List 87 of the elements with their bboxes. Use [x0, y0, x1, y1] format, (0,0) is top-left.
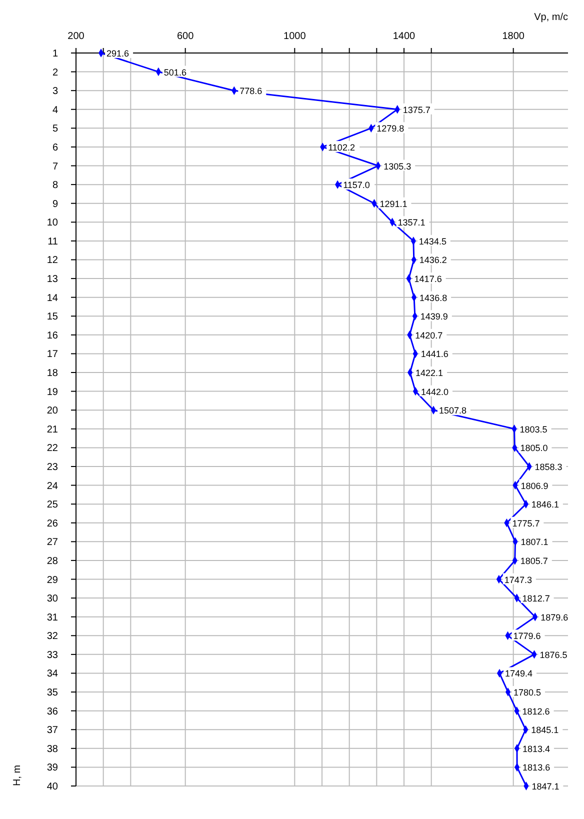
y-tick-label: 6	[52, 142, 58, 154]
data-label: 1375.7	[402, 104, 430, 115]
data-label: 1805.0	[520, 443, 548, 454]
data-label: 1805.7	[520, 556, 548, 566]
data-label: 778.6	[240, 86, 262, 96]
data-label: 1507.8	[438, 406, 466, 416]
y-tick-label: 28	[46, 556, 58, 567]
data-label: 1279.8	[376, 124, 404, 134]
x-tick-label: 200	[68, 31, 85, 42]
data-label: 1102.2	[328, 142, 355, 152]
x-tick-label: 1000	[284, 31, 306, 42]
y-tick-label: 35	[46, 688, 58, 699]
y-tick-label: 39	[46, 762, 58, 774]
y-tick-label: 24	[46, 480, 58, 492]
y-tick-label: 21	[46, 424, 58, 436]
data-label: 1845.1	[531, 725, 559, 736]
x-tick-label: 1400	[392, 31, 416, 42]
y-tick-label: 5	[52, 124, 58, 135]
data-label: 1357.1	[398, 218, 426, 228]
y-tick-label: 38	[46, 744, 58, 755]
y-tick-label: 27	[46, 537, 58, 548]
y-tick-label: 30	[46, 594, 58, 605]
data-label: 1417.6	[414, 274, 442, 284]
data-label: 501.6	[164, 67, 186, 78]
data-label: 1779.6	[513, 631, 541, 642]
data-label: 1847.1	[532, 782, 560, 792]
y-tick-label: 12	[46, 255, 58, 266]
y-tick-label: 19	[46, 386, 58, 398]
data-label: 1813.4	[522, 744, 550, 754]
y-tick-label: 7	[52, 161, 58, 172]
y-tick-label: 25	[46, 500, 58, 511]
y-tick-label: 40	[46, 782, 58, 792]
y-tick-label: 17	[46, 349, 58, 360]
data-label: 1157.0	[343, 180, 370, 190]
y-tick-label: 18	[46, 368, 58, 380]
y-tick-label: 37	[46, 725, 58, 736]
x-tick-label: 1800	[502, 31, 525, 42]
y-tick-label: 36	[46, 706, 58, 718]
y-tick-label: 32	[46, 631, 58, 642]
data-label: 1420.7	[415, 330, 443, 340]
data-label: 1436.8	[420, 292, 448, 303]
data-label: 1879.6	[540, 612, 568, 622]
data-label: 1803.5	[520, 424, 548, 434]
data-label: 1291.1	[380, 198, 408, 209]
data-label: 1775.7	[512, 518, 540, 528]
data-label: 1812.7	[522, 594, 550, 604]
data-label: 1876.5	[540, 650, 568, 660]
data-label: 1807.1	[520, 537, 548, 548]
data-label: 1436.2	[419, 255, 447, 266]
data-label: 1442.0	[420, 386, 449, 397]
data-label: 291.6	[106, 48, 130, 58]
x-tick-label: 600	[176, 31, 194, 42]
y-tick-label: 3	[52, 86, 58, 98]
y-tick-label: 29	[46, 574, 58, 586]
data-label: 1422.1	[416, 368, 444, 378]
data-label: 1441.6	[420, 349, 448, 360]
y-tick-label: 26	[46, 518, 58, 530]
y-tick-label: 14	[46, 292, 58, 304]
data-label: 1305.3	[384, 161, 412, 172]
data-label: 1806.9	[520, 480, 548, 491]
y-tick-label: 1	[52, 48, 58, 60]
data-label: 1812.6	[522, 706, 550, 716]
y-tick-label: 34	[46, 668, 58, 680]
y-tick-label: 8	[52, 180, 58, 192]
y-tick-label: 15	[46, 312, 58, 323]
y-tick-label: 11	[48, 236, 58, 248]
y-axis-title: H, m	[12, 764, 23, 786]
y-tick-label: 20	[46, 406, 58, 417]
y-tick-label: 33	[46, 650, 58, 661]
y-tick-label: 23	[46, 462, 58, 473]
data-label: 1846.1	[531, 500, 559, 510]
data-label: 1749.4	[505, 668, 533, 679]
y-tick-label: 22	[46, 443, 58, 454]
y-tick-label: 2	[52, 67, 58, 78]
data-label: 1434.5	[418, 236, 446, 246]
data-label: 1439.9	[420, 312, 448, 322]
data-label: 1858.3	[534, 462, 562, 472]
y-tick-label: 31	[46, 612, 58, 624]
y-tick-label: 4	[52, 104, 58, 116]
y-tick-label: 16	[46, 330, 58, 342]
y-tick-label: 13	[46, 274, 58, 286]
y-tick-label: 9	[52, 198, 58, 210]
data-label: 1780.5	[514, 688, 542, 698]
data-label: 1813.6	[522, 762, 550, 773]
x-axis-title: Vp, m/c	[534, 12, 568, 23]
data-label: 1747.3	[504, 574, 532, 585]
y-tick-label: 10	[46, 218, 58, 229]
